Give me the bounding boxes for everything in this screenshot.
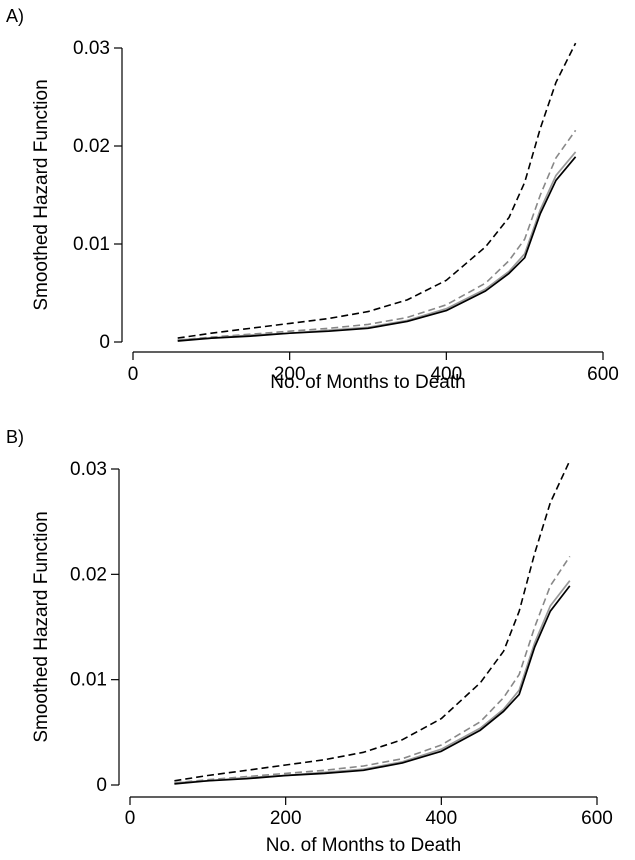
- series-line-3: [174, 580, 571, 784]
- x-tick-label: 200: [274, 364, 306, 385]
- y-tick-label: 0: [99, 332, 110, 353]
- chart-panel-a: A) 0 0.01 0.02 0.03 0 200 400 600 No. of Months t…: [6, 6, 619, 393]
- y-axis-label: Smoothed Hazard Function: [31, 511, 52, 742]
- y-tick-label: 0.01: [70, 670, 107, 691]
- y-axis-label: Smoothed Hazard Function: [31, 79, 52, 310]
- x-tick-label: 0: [125, 808, 136, 829]
- series-line-4: [174, 585, 571, 785]
- series-line-3: [177, 151, 577, 341]
- x-tick-label: 400: [425, 808, 457, 829]
- y-tick-label: 0.03: [73, 38, 110, 59]
- x-tick-label: 0: [128, 364, 139, 385]
- series-line-1: [174, 460, 571, 782]
- y-tick-label: 0.02: [73, 136, 110, 157]
- x-axis-label: No. of Months to Death: [266, 835, 461, 856]
- x-axis-label: No. of Months to Death: [270, 372, 465, 393]
- series-line-2: [174, 555, 571, 784]
- x-tick-label: 200: [270, 808, 302, 829]
- x-tick-label: 600: [587, 364, 619, 385]
- y-tick-label: 0.01: [73, 234, 110, 255]
- y-tick-label: 0.03: [70, 459, 107, 480]
- panel-label: A): [6, 6, 24, 26]
- series-line-2: [177, 129, 577, 341]
- x-tick-label: 600: [581, 808, 613, 829]
- y-tick-label: 0: [96, 775, 107, 796]
- panel-label: B): [6, 427, 24, 447]
- series-line-1: [177, 42, 577, 339]
- chart-panel-b: B) 0 0.01 0.02 0.03 0 200 400 600 No. of Months t…: [6, 427, 613, 856]
- series-line-4: [177, 156, 577, 342]
- x-tick-label: 400: [430, 364, 462, 385]
- y-tick-label: 0.02: [70, 564, 107, 585]
